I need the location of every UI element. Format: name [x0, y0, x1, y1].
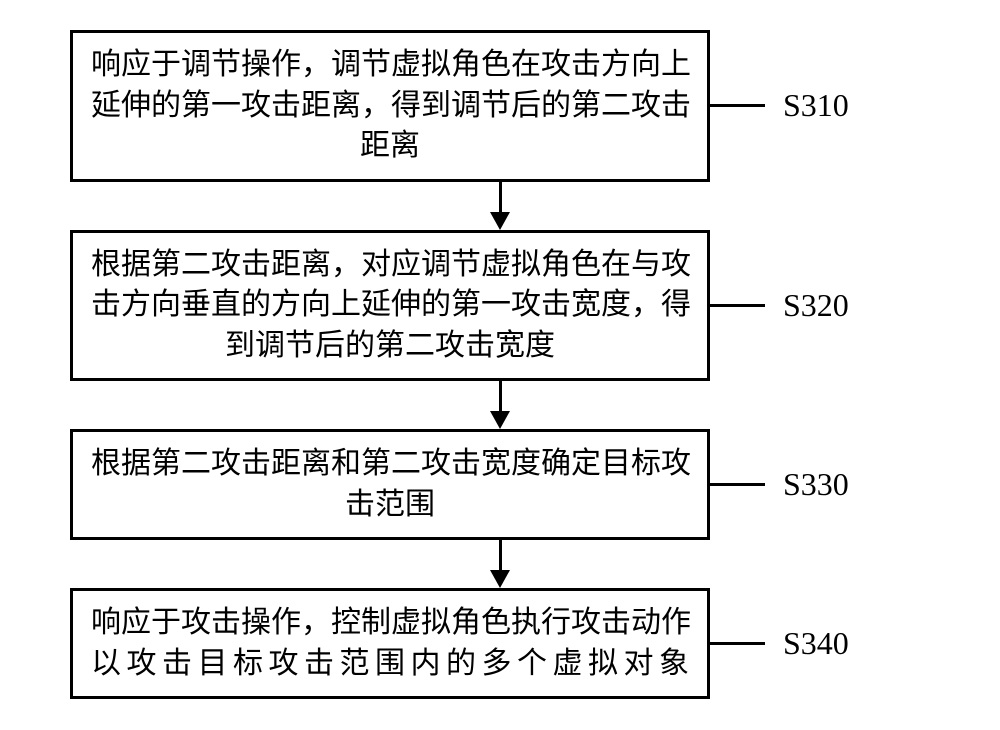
step-row-S310: 响应于调节操作，调节虚拟角色在攻击方向上延伸的第一攻击距离，得到调节后的第二攻击… — [70, 30, 930, 182]
arrow-shaft — [499, 381, 502, 411]
step-label-connector: S330 — [710, 466, 849, 503]
connector-horizontal — [710, 483, 765, 486]
step-text-line: 根据第二攻击距离和第二攻击宽度确定目标攻 — [91, 444, 689, 485]
connector-horizontal — [710, 304, 765, 307]
step-label-connector: S320 — [710, 287, 849, 324]
step-text-line: 根据第二攻击距离，对应调节虚拟角色在与攻 — [91, 245, 689, 286]
arrow-head-icon — [490, 212, 510, 230]
step-text-line: 到调节后的第二攻击宽度 — [91, 326, 689, 367]
step-text-line: 延伸的第一攻击距离，得到调节后的第二攻击 — [91, 86, 689, 127]
arrow-shaft — [499, 540, 502, 570]
step-row-S340: 响应于攻击操作，控制虚拟角色执行攻击动作以攻击目标攻击范围内的多个虚拟对象 S34… — [70, 588, 930, 699]
step-label-S340: S340 — [783, 625, 849, 662]
step-text-line: 以攻击目标攻击范围内的多个虚拟对象 — [91, 644, 689, 685]
step-text-line: 击范围 — [91, 485, 689, 526]
step-label-S320: S320 — [783, 287, 849, 324]
step-row-S320: 根据第二攻击距离，对应调节虚拟角色在与攻击方向垂直的方向上延伸的第一攻击宽度，得… — [70, 230, 930, 382]
connector-horizontal — [710, 104, 765, 107]
step-box-S310: 响应于调节操作，调节虚拟角色在攻击方向上延伸的第一攻击距离，得到调节后的第二攻击… — [70, 30, 710, 182]
step-box-S330: 根据第二攻击距离和第二攻击宽度确定目标攻击范围 — [70, 429, 710, 540]
arrow-shaft — [499, 182, 502, 212]
flowchart: 响应于调节操作，调节虚拟角色在攻击方向上延伸的第一攻击距离，得到调节后的第二攻击… — [70, 30, 930, 699]
canvas: 响应于调节操作，调节虚拟角色在攻击方向上延伸的第一攻击距离，得到调节后的第二攻击… — [0, 0, 1000, 730]
step-label-S330: S330 — [783, 466, 849, 503]
arrow-head-icon — [490, 570, 510, 588]
step-label-connector: S340 — [710, 625, 849, 662]
arrow-down — [180, 381, 820, 429]
arrow-down — [180, 540, 820, 588]
arrow-head-icon — [490, 411, 510, 429]
arrow-down — [180, 182, 820, 230]
step-row-S330: 根据第二攻击距离和第二攻击宽度确定目标攻击范围 S330 — [70, 429, 930, 540]
step-text-line: 距离 — [91, 126, 689, 167]
step-text-line: 击方向垂直的方向上延伸的第一攻击宽度，得 — [91, 285, 689, 326]
step-box-S340: 响应于攻击操作，控制虚拟角色执行攻击动作以攻击目标攻击范围内的多个虚拟对象 — [70, 588, 710, 699]
step-box-S320: 根据第二攻击距离，对应调节虚拟角色在与攻击方向垂直的方向上延伸的第一攻击宽度，得… — [70, 230, 710, 382]
step-label-connector: S310 — [710, 87, 849, 124]
step-text-line: 响应于攻击操作，控制虚拟角色执行攻击动作 — [91, 603, 689, 644]
step-text-line: 响应于调节操作，调节虚拟角色在攻击方向上 — [91, 45, 689, 86]
step-label-S310: S310 — [783, 87, 849, 124]
connector-horizontal — [710, 642, 765, 645]
